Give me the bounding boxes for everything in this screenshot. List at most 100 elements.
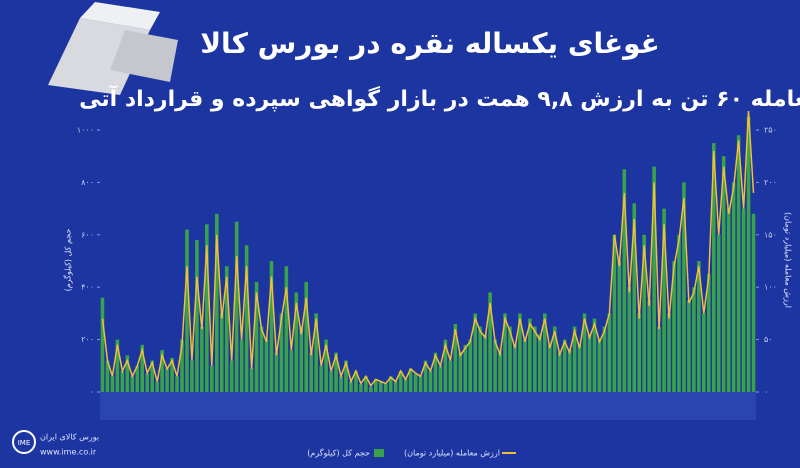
bar bbox=[319, 365, 323, 392]
bar bbox=[587, 334, 592, 392]
bar bbox=[214, 213, 219, 392]
legend-label: حجم کل (کیلوگرم) bbox=[307, 448, 370, 458]
bar bbox=[254, 281, 259, 392]
y2-axis-title: ارزش معامله (میلیارد تومان) bbox=[784, 212, 793, 308]
bar bbox=[140, 344, 145, 392]
bar bbox=[244, 245, 249, 392]
bar bbox=[746, 116, 751, 393]
x-axis-band bbox=[100, 392, 756, 420]
bar bbox=[200, 326, 204, 392]
bar bbox=[190, 360, 194, 392]
bar bbox=[463, 344, 468, 392]
legend-label: ارزش معامله (میلیارد تومان) bbox=[404, 449, 500, 458]
bar bbox=[324, 339, 328, 392]
bar bbox=[523, 339, 527, 392]
bar bbox=[105, 360, 110, 392]
bar bbox=[493, 339, 497, 392]
bar bbox=[488, 292, 492, 392]
bar bbox=[736, 135, 741, 393]
bar bbox=[219, 313, 224, 392]
svg-text:IME: IME bbox=[18, 439, 31, 447]
bar bbox=[354, 371, 358, 392]
bar bbox=[329, 371, 333, 392]
bar bbox=[567, 350, 572, 392]
y2-tick-label: ۱۵۰ bbox=[764, 230, 777, 239]
bar bbox=[468, 339, 473, 392]
bar bbox=[364, 376, 368, 392]
bar bbox=[538, 334, 542, 392]
bar bbox=[165, 368, 169, 392]
bar bbox=[617, 261, 622, 392]
bar bbox=[388, 376, 393, 392]
website: www.ime.co.ir bbox=[40, 448, 97, 457]
bar bbox=[508, 326, 512, 392]
bar bbox=[413, 373, 418, 392]
bar bbox=[398, 371, 403, 392]
bar bbox=[518, 313, 522, 392]
bar bbox=[557, 352, 562, 392]
bar bbox=[195, 240, 199, 392]
bar bbox=[160, 350, 164, 392]
y-tick-label: ۸۰۰ bbox=[81, 178, 94, 187]
bar bbox=[677, 234, 681, 392]
bar bbox=[528, 318, 532, 392]
y-tick-label: ۲۰۰ bbox=[81, 335, 94, 344]
bar bbox=[627, 287, 632, 392]
bar bbox=[135, 365, 140, 392]
y-tick-label: ۱۰۰۰ bbox=[77, 126, 94, 135]
bar bbox=[234, 221, 239, 392]
bar bbox=[378, 381, 383, 392]
y-axis-title: حجم کل (کیلوگرم) bbox=[63, 229, 73, 292]
bar bbox=[259, 326, 264, 392]
bar bbox=[120, 371, 125, 392]
bar bbox=[503, 313, 507, 392]
bar bbox=[552, 326, 557, 392]
bar bbox=[458, 352, 463, 392]
y-tick-label: ۶۰۰ bbox=[81, 230, 94, 239]
bar bbox=[731, 182, 736, 392]
bar bbox=[647, 300, 651, 392]
source: بورس کالای ایران bbox=[40, 433, 99, 442]
bar bbox=[374, 378, 378, 392]
bar bbox=[637, 313, 642, 392]
bar bbox=[314, 313, 318, 392]
bar bbox=[264, 339, 269, 392]
bar bbox=[418, 376, 423, 392]
bar bbox=[642, 234, 646, 392]
bar bbox=[284, 266, 289, 392]
y2-tick-label: ۲۵۰ bbox=[764, 126, 777, 135]
bar bbox=[175, 376, 179, 392]
silver-bars bbox=[48, 2, 178, 95]
bar bbox=[224, 266, 229, 392]
bar bbox=[294, 292, 299, 392]
y2-tick-label: ۲۰۰ bbox=[764, 178, 777, 187]
bar bbox=[483, 334, 487, 392]
bar bbox=[453, 323, 458, 392]
bar bbox=[577, 344, 582, 392]
bar bbox=[498, 352, 502, 392]
bar bbox=[602, 326, 607, 392]
bar bbox=[672, 261, 676, 392]
bar bbox=[205, 224, 209, 392]
bar bbox=[344, 360, 348, 392]
bar bbox=[130, 376, 135, 392]
bar bbox=[721, 156, 726, 392]
bar bbox=[612, 234, 617, 392]
bar bbox=[667, 313, 671, 392]
bar bbox=[702, 313, 706, 392]
bar bbox=[443, 339, 448, 392]
line bbox=[101, 111, 755, 388]
bar bbox=[751, 213, 756, 392]
bar bbox=[547, 344, 552, 392]
bar bbox=[428, 371, 433, 392]
bar bbox=[309, 352, 314, 392]
bar bbox=[334, 352, 338, 392]
bar bbox=[150, 360, 154, 392]
bar bbox=[597, 339, 602, 392]
bar bbox=[423, 360, 428, 392]
bar bbox=[279, 313, 284, 392]
bar bbox=[383, 384, 388, 392]
logo: IME bbox=[12, 430, 36, 454]
bar bbox=[622, 169, 627, 392]
